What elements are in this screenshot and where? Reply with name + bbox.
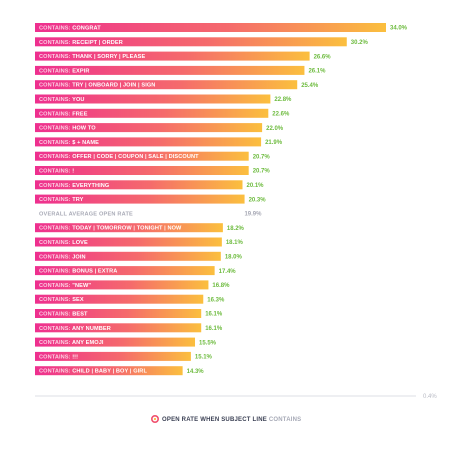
bar — [35, 94, 271, 104]
bar — [35, 137, 262, 147]
value-label: 16.8% — [212, 283, 230, 289]
value-label: 16.1% — [205, 326, 223, 332]
bar — [35, 51, 310, 61]
bar-label: CONTAINS: OFFER | CODE | COUPON | SALE |… — [39, 154, 199, 160]
bar — [35, 266, 215, 276]
bar-label: CONTAINS: BEST — [39, 312, 88, 318]
bar — [35, 166, 249, 175]
value-label: 22.0% — [266, 126, 284, 132]
value-label: 17.4% — [219, 269, 237, 275]
value-label: 14.3% — [187, 369, 205, 375]
value-label: 20.1% — [247, 183, 265, 189]
value-label: 20.3% — [249, 197, 267, 203]
bar-label: CONTAINS: ANY EMOJI — [39, 340, 104, 346]
bar-label: CONTAINS: YOU — [39, 97, 85, 103]
bar — [35, 223, 223, 233]
bar-label: CONTAINS: HOW TO — [39, 126, 96, 132]
value-label: 26.1% — [308, 69, 326, 75]
bar-label: CONTAINS: ! — [39, 169, 74, 175]
bar — [35, 194, 245, 204]
value-label: 21.9% — [265, 140, 283, 146]
bar — [35, 323, 202, 333]
value-label: 19.9% — [244, 212, 262, 218]
value-label: 15.1% — [195, 355, 213, 361]
bar-label: CONTAINS: BONUS | EXTRA — [39, 269, 117, 275]
value-label: 15.5% — [199, 340, 217, 346]
legend-marker-icon — [151, 414, 160, 423]
bar — [35, 280, 209, 290]
bar — [35, 80, 298, 90]
bar-label: CONTAINS: LOVE — [39, 240, 88, 246]
bar — [35, 108, 269, 118]
bar — [35, 180, 243, 190]
value-label: 16.1% — [205, 312, 223, 318]
bar-label: CONTAINS: $ + NAME — [39, 140, 99, 146]
bar-label: CONTAINS: JOIN — [39, 254, 86, 260]
bar-label: CONTAINS: TRY | ONBOARD | JOIN | SIGN — [39, 83, 155, 89]
bar-label: CONTAINS: RECEIPT | ORDER — [39, 40, 123, 46]
value-label: 30.2% — [351, 40, 369, 46]
value-label: 20.7% — [253, 154, 271, 160]
bar-label: CONTAINS: CONGRAT — [39, 26, 101, 32]
bar-label: CONTAINS: EVERYTHING — [39, 183, 109, 189]
bar — [35, 37, 347, 47]
bar-label: CONTAINS: THANK | SORRY | PLEASE — [39, 54, 145, 60]
legend-marker-dot — [153, 417, 157, 421]
value-label: 18.1% — [226, 240, 244, 246]
bar — [35, 251, 221, 261]
bar — [35, 65, 305, 75]
bar — [35, 337, 196, 347]
bar — [35, 123, 263, 133]
value-label: 34.0% — [390, 26, 408, 32]
bar — [35, 237, 222, 247]
legend: OPEN RATE WHEN SUBJECT LINE CONTAINS — [151, 414, 301, 423]
bar-label: CONTAINS: SEX — [39, 297, 84, 303]
bar-label: CONTAINS: !!! — [39, 354, 78, 360]
bar — [35, 351, 191, 361]
bar — [35, 366, 183, 376]
average-label: OVERALL AVERAGE OPEN RATE — [39, 211, 133, 217]
value-label: 18.2% — [227, 226, 245, 232]
value-label: 26.6% — [314, 54, 332, 60]
bar-label: CONTAINS: ANY NUMBER — [39, 326, 111, 332]
value-label: 22.8% — [274, 97, 292, 103]
value-label: 25.4% — [301, 83, 319, 89]
bar-label: CONTAINS: "NEW" — [39, 283, 91, 289]
bar-label: CONTAINS: FREE — [39, 111, 88, 117]
bar-label: CONTAINS: EXPIR — [39, 68, 90, 74]
bar — [35, 294, 204, 304]
bar — [35, 151, 249, 161]
value-label: 20.7% — [253, 169, 271, 175]
value-label: 22.6% — [272, 112, 290, 118]
axis-tick-label: 0.4% — [423, 394, 437, 400]
legend-label: OPEN RATE WHEN SUBJECT LINE CONTAINS — [162, 417, 301, 423]
bar — [35, 23, 386, 32]
value-label: 18.0% — [225, 255, 243, 261]
bar-label: CONTAINS: CHILD | BABY | BOY | GIRL — [39, 369, 147, 375]
bar-label: CONTAINS: TODAY | TOMORROW | TONIGHT | N… — [39, 226, 182, 232]
bar — [35, 309, 202, 318]
value-label: 16.3% — [207, 297, 225, 303]
bar-label: CONTAINS: TRY — [39, 197, 84, 203]
